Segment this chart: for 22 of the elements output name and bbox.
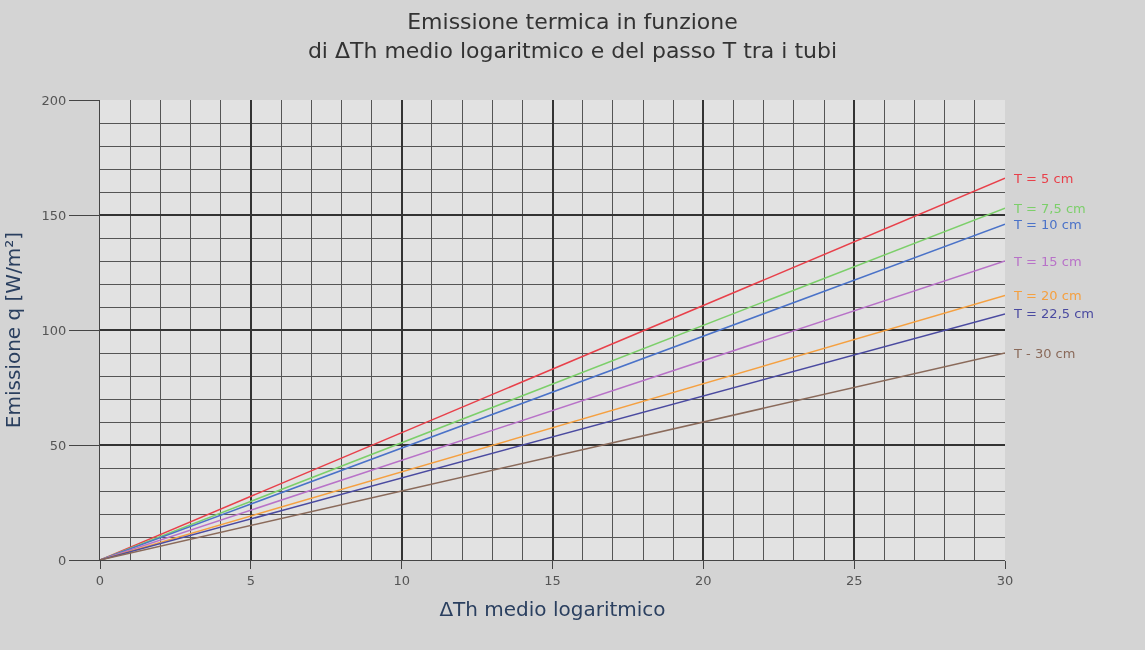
x-tick-label: 10 — [393, 572, 410, 588]
series-label: T - 30 cm — [1013, 346, 1076, 361]
x-tick-label: 0 — [95, 572, 105, 588]
series-label: T = 15 cm — [1013, 254, 1082, 269]
y-axis-title: Emissione q [W/m²] — [1, 231, 26, 429]
x-axis-title: ΔTh medio logaritmico — [439, 597, 666, 622]
y-tick-label: 100 — [41, 322, 67, 338]
x-tick-label: 25 — [845, 572, 863, 588]
y-tick-label: 200 — [41, 92, 67, 108]
y-tick-label: 150 — [41, 207, 67, 223]
x-tick-label: 20 — [695, 572, 712, 588]
series-label: T = 7,5 cm — [1013, 201, 1086, 216]
x-tick-label: 15 — [544, 572, 561, 588]
chart-title: Emissione termica in funzione di ΔTh medio logaritmico e del passo T tra i tubi — [307, 9, 838, 63]
y-tick-label: 50 — [49, 437, 67, 453]
series-label: T = 5 cm — [1013, 171, 1074, 186]
series-label: T = 20 cm — [1013, 288, 1082, 303]
series-label: T = 22,5 cm — [1013, 306, 1094, 321]
x-tick-label: 5 — [246, 572, 255, 588]
x-tick-label: 30 — [996, 572, 1014, 588]
y-tick-label: 0 — [58, 552, 67, 568]
series-label: T = 10 cm — [1013, 217, 1082, 232]
